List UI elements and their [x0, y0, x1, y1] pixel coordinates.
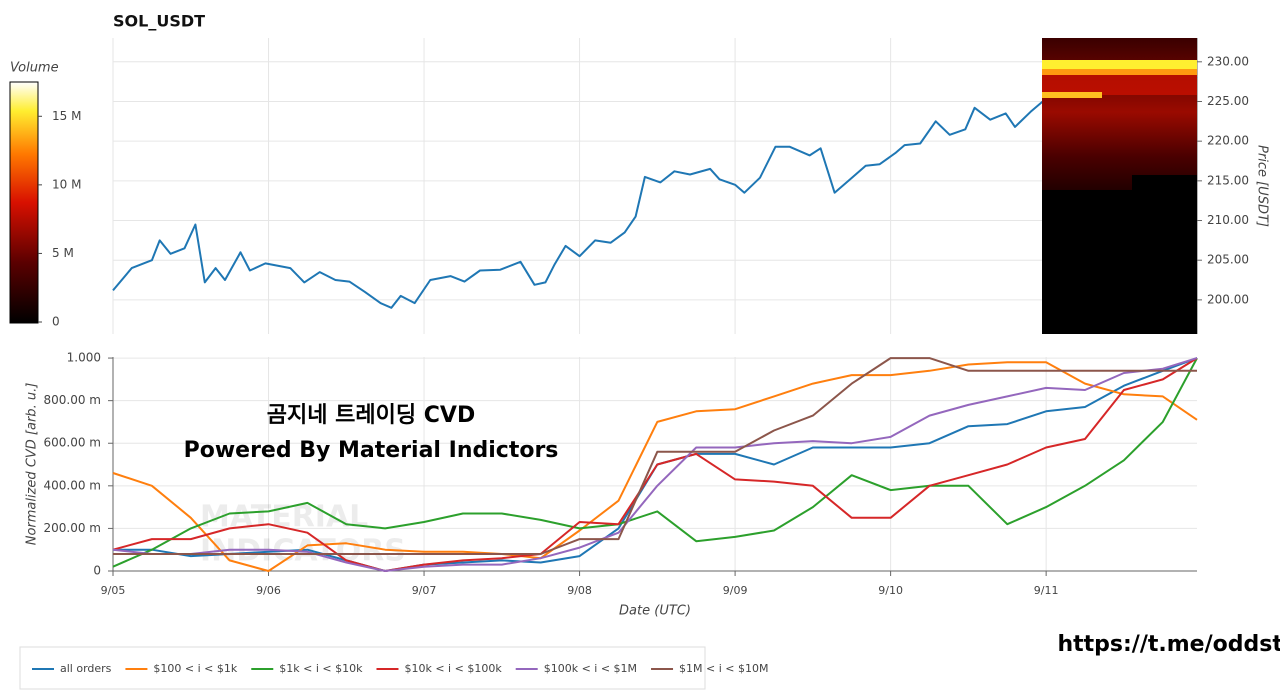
- legend-label: $1k < i < $10k: [279, 662, 363, 675]
- legend-label: all orders: [60, 662, 112, 675]
- y-tick-label: 0: [93, 564, 101, 578]
- x-tick-label: 9/11: [1034, 584, 1059, 597]
- x-tick-label: 9/06: [256, 584, 281, 597]
- legend: [19, 646, 706, 690]
- x-tick-label: 9/07: [412, 584, 437, 597]
- y-tick-label: 1.000: [67, 351, 101, 365]
- heatmap: [1042, 38, 1197, 334]
- y-tick-label: 400.00 m: [44, 478, 102, 492]
- y-axis-label: Normalized CVD [arb. u.]: [25, 383, 40, 546]
- colorbar-tick-label: 0: [52, 315, 60, 329]
- legend-items: all orders $100 < i < $1k $1k < i < $10k $1…: [32, 662, 768, 675]
- y-tick-label: 800.00 m: [44, 393, 102, 407]
- y-tick-label: 210.00: [1207, 213, 1249, 227]
- y-tick-label: 600.00 m: [44, 436, 102, 450]
- x-tick-label: 9/05: [101, 584, 126, 597]
- legend-label: $100 < i < $1k: [153, 662, 237, 675]
- x-tick-label: 9/10: [878, 584, 903, 597]
- y-tick-label: 200.00 m: [44, 521, 102, 535]
- series-line: [113, 357, 1197, 555]
- series-line: [112, 357, 1198, 572]
- colorbar-title: Volume: [10, 61, 59, 76]
- x-axis-label: Date (UTC): [619, 604, 691, 619]
- x-tick-label: 9/09: [723, 584, 748, 597]
- legend-label: $1M < i < $10M: [679, 662, 768, 675]
- series-line: [112, 76, 1198, 309]
- x-tick-label: 9/08: [567, 584, 592, 597]
- y-axis-label: Price [USDT]: [1255, 145, 1270, 227]
- footer-link[interactable]: https://t.me/oddstrading2: [1057, 632, 1280, 657]
- y-tick-label: 200.00: [1207, 292, 1249, 306]
- y-tick-label: 215.00: [1207, 173, 1249, 187]
- price-chart: 200.00 205.00 210.00 215.00 220.00 225.00 230.…: [112, 38, 1270, 334]
- colorbar-tick-label: 10 M: [52, 177, 81, 191]
- colorbar: [9, 81, 39, 324]
- y-tick-label: 205.00: [1207, 253, 1249, 267]
- annotation: 곰지네 트레이딩 CVD: [267, 403, 475, 428]
- series-line: [112, 357, 1198, 568]
- cvd-chart: 9/05 9/06 9/07 9/08 9/09 9/10 9/11 0 200.00 m 400…: [25, 351, 1198, 619]
- legend-label: $10k < i < $100k: [404, 662, 502, 675]
- colorbar-tick-label: 15 M: [52, 109, 81, 123]
- y-tick-label: 230.00: [1207, 54, 1249, 68]
- legend-label: $100k < i < $1M: [544, 662, 637, 675]
- y-tick-label: 225.00: [1207, 94, 1249, 108]
- y-tick-label: 220.00: [1207, 134, 1249, 148]
- colorbar-tick-label: 5 M: [52, 246, 74, 260]
- title: SOL_USDT: [113, 12, 205, 31]
- annotation: Powered By Material Indictors: [184, 438, 559, 463]
- series-line: [112, 357, 1198, 572]
